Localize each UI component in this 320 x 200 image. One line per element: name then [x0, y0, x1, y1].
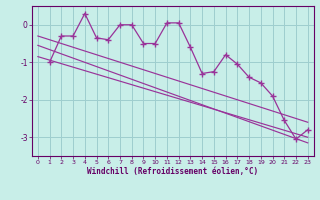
- X-axis label: Windchill (Refroidissement éolien,°C): Windchill (Refroidissement éolien,°C): [87, 167, 258, 176]
